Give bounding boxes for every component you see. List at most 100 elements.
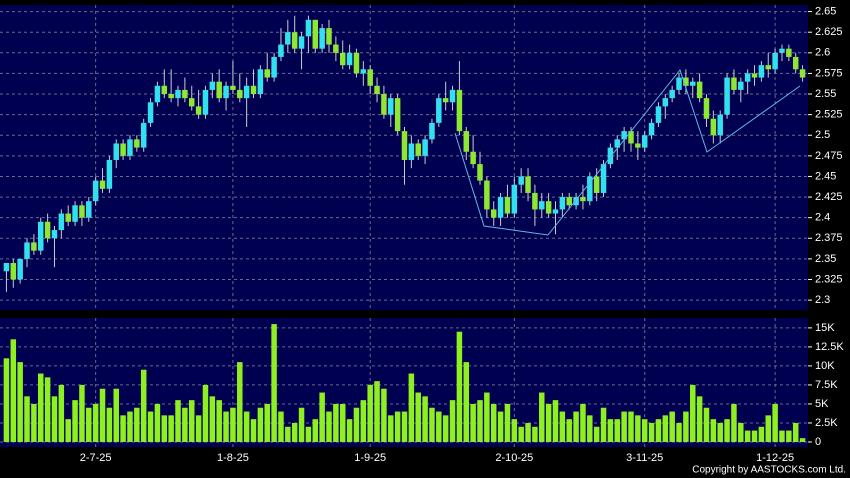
candle-body [463,131,470,152]
candle-body [765,65,771,70]
candle-body [573,197,579,206]
volume-bar [738,422,744,442]
candle-body [127,139,133,156]
candle-body [724,77,730,115]
candle-body [394,98,401,132]
candle-body [655,106,662,123]
volume-bar [24,396,30,442]
candle-body [717,114,723,136]
volume-bar [415,392,421,442]
candle-body [188,98,195,107]
volume-bar [628,411,634,442]
y-tick-label: 2.375 [815,232,843,244]
volume-bar [106,407,113,442]
candle-body [31,242,37,251]
candle-body [518,176,524,185]
x-tick-label: 2-10-25 [495,452,533,464]
candle-body [230,85,236,90]
volume-bar [271,324,277,442]
candle-body [429,122,435,140]
volume-bar [140,369,147,442]
candle-body [497,197,504,218]
candle-body [79,205,85,218]
volume-bar [772,403,778,442]
candle-body [751,73,758,78]
candle-body [456,89,463,132]
volume-bar [442,415,449,442]
candle-body [113,143,119,160]
candle-body [422,139,428,156]
volume-bar [758,426,765,442]
volume-bar [298,407,305,442]
candle-body [17,258,23,280]
volume-bar [51,396,58,442]
y-tick-label: 2.625 [815,26,843,38]
volume-bar [319,392,325,442]
volume-bar [374,381,380,442]
volume-bar [779,430,785,442]
y-tick-label: 2.6 [815,47,830,59]
volume-bar [580,403,586,442]
candle-body [195,106,202,115]
volume-bar [525,422,531,442]
candle-body [285,32,291,45]
candle-body [676,77,682,90]
volume-bar [333,403,339,442]
volume-bar [559,411,566,442]
volume-bar [593,426,600,442]
y-tick-label: 7.5K [815,379,838,391]
y-tick-label: 2.475 [815,150,843,162]
y-tick-label: 15K [815,322,835,334]
y-tick-label: 2.5 [815,129,830,141]
volume-bar [614,419,621,442]
volume-bar [744,430,751,442]
candle-body [559,197,566,210]
volume-bar [518,426,524,442]
candle-body [360,69,367,74]
candle-body [58,213,65,231]
candle-body [161,85,168,95]
candle-body [339,52,346,66]
candle-body [168,94,174,99]
candle-body [367,69,373,86]
candle-body [44,221,51,239]
volume-bar [635,415,641,442]
candle-body [10,263,17,280]
candle-body [278,44,284,57]
candle-body [51,230,58,239]
volume-bar [291,422,298,442]
volume-bar [456,331,463,442]
trend-line [454,68,801,236]
volume-bar [607,419,614,442]
volume-bar [422,396,428,442]
candle-body [3,263,10,272]
volume-bar [38,373,44,442]
candle-body [580,197,586,202]
volume-bar [676,422,682,442]
candle-body [257,69,264,95]
volume-bar [99,388,106,442]
volume-bar [257,407,264,442]
y-tick-label: 2.5K [815,417,838,429]
volume-bar [792,422,799,442]
candle-body [772,52,778,70]
candle-body [484,180,490,210]
x-tick-label: 1-9-25 [354,452,386,464]
volume-bar [621,411,627,442]
volume-bar [250,419,257,442]
volume-bar [401,411,408,442]
candle-body [449,89,456,103]
volume-bar [552,400,559,442]
volume-bar [360,400,367,442]
candle-body [401,131,408,160]
volume-bar [751,430,758,442]
y-tick-label: 2.65 [815,6,836,18]
candle-body [607,147,614,165]
candle-body [147,102,154,123]
candle-body [690,81,696,86]
volume-bar [285,426,291,442]
volume-bar [710,419,717,442]
y-tick-label: 10K [815,360,835,372]
volume-bar [367,384,373,442]
candle-body [271,56,277,78]
